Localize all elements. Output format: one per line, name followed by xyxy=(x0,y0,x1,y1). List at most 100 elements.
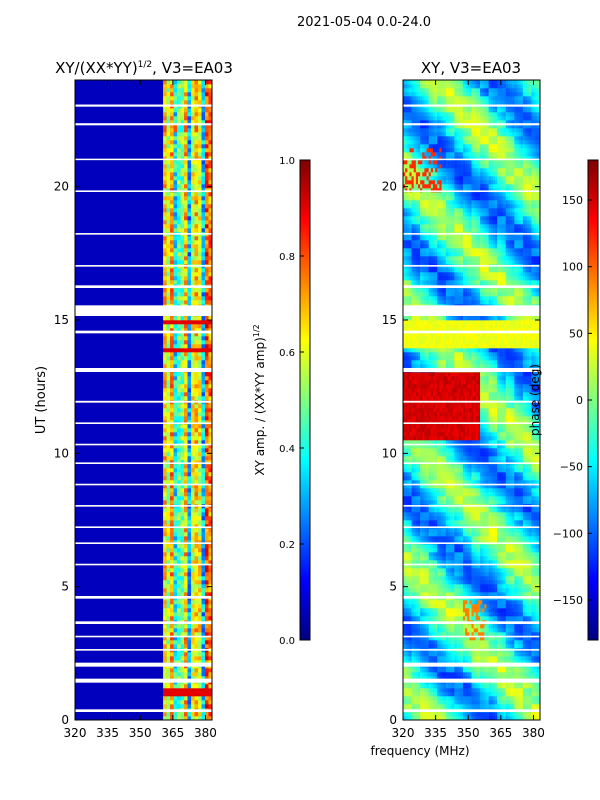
heatmap-cell xyxy=(205,416,209,421)
heatmap-cell xyxy=(194,112,199,117)
heatmap-cell xyxy=(490,600,494,605)
heatmap-cell xyxy=(533,640,537,645)
heatmap-cell xyxy=(514,612,517,617)
heatmap-cell xyxy=(420,700,423,705)
heatmap-cell xyxy=(184,700,188,705)
heatmap-cell xyxy=(191,100,195,105)
heatmap-cell xyxy=(166,436,171,441)
heatmap-cell xyxy=(437,584,440,589)
heatmap-cell xyxy=(471,716,474,721)
heatmap-cell xyxy=(432,672,436,677)
heatmap-cell xyxy=(439,652,442,657)
heatmap-cell xyxy=(531,568,534,573)
heatmap-cell xyxy=(405,572,408,577)
heatmap-cell xyxy=(415,624,419,629)
heatmap-cell xyxy=(173,136,178,141)
heatmap-cell xyxy=(205,484,209,489)
heatmap-cell xyxy=(184,356,188,361)
heatmap-cell xyxy=(488,592,492,597)
heatmap-cell xyxy=(420,604,423,609)
heatmap-cell xyxy=(187,456,192,461)
heatmap-cell xyxy=(527,672,530,677)
heatmap-cell xyxy=(452,600,455,605)
heatmap-cell xyxy=(430,568,434,573)
heatmap-cell xyxy=(208,92,213,97)
heatmap-cell xyxy=(516,644,519,649)
heatmap-cell xyxy=(205,540,209,545)
heatmap-cell xyxy=(477,612,481,617)
heatmap-cell xyxy=(180,384,185,389)
heatmap-cell xyxy=(191,420,195,425)
heatmap-cell xyxy=(447,608,451,613)
heatmap-cell xyxy=(426,652,429,657)
heatmap-cell xyxy=(187,84,192,89)
heatmap-cell xyxy=(170,352,174,357)
heatmap-cell xyxy=(462,616,466,621)
heatmap-cell xyxy=(180,412,185,417)
heatmap-cell xyxy=(426,564,429,569)
heatmap-cell xyxy=(501,668,504,673)
heatmap-cell xyxy=(533,704,537,709)
heatmap-cell xyxy=(456,684,459,689)
heatmap-cell xyxy=(177,688,181,693)
heatmap-cell xyxy=(166,604,171,609)
heatmap-cell xyxy=(512,692,515,697)
heatmap-cell xyxy=(488,580,492,585)
heatmap-cell xyxy=(180,328,185,333)
heatmap-cell xyxy=(187,604,192,609)
heatmap-cell xyxy=(537,652,541,657)
heatmap-cell xyxy=(208,300,213,305)
heatmap-cell xyxy=(445,672,449,677)
heatmap-cell xyxy=(482,600,485,605)
heatmap-cell xyxy=(163,340,167,345)
heatmap-cell xyxy=(403,628,406,633)
heatmap-cell xyxy=(450,624,453,629)
heatmap-cell xyxy=(163,404,167,409)
heatmap-cell xyxy=(467,712,470,717)
heatmap-cell xyxy=(482,692,485,697)
heatmap-cell xyxy=(166,388,171,393)
heatmap-cell xyxy=(471,616,474,621)
heatmap-cell xyxy=(184,108,188,113)
heatmap-cell xyxy=(205,92,209,97)
heatmap-cell xyxy=(170,668,174,673)
heatmap-cell xyxy=(170,412,174,417)
heatmap-cell xyxy=(531,572,534,577)
heatmap-cell xyxy=(191,244,195,249)
heatmap-cell xyxy=(477,600,481,605)
heatmap-cell xyxy=(488,584,492,589)
heatmap-cell xyxy=(205,500,209,505)
heatmap-cell xyxy=(173,516,178,521)
heatmap-cell xyxy=(426,628,429,633)
heatmap-cell xyxy=(170,408,174,413)
heatmap-cell xyxy=(441,572,444,577)
heatmap-cell xyxy=(510,572,513,577)
heatmap-cell xyxy=(201,700,206,705)
heatmap-cell xyxy=(486,604,489,609)
heatmap-cell xyxy=(486,616,489,621)
heatmap-cell xyxy=(462,600,466,605)
heatmap-cell xyxy=(413,640,417,645)
heatmap-cell xyxy=(208,344,213,349)
heatmap-cell xyxy=(445,616,449,621)
heatmap-cell xyxy=(166,80,171,85)
heatmap-cell xyxy=(173,300,178,305)
heatmap-cell xyxy=(447,572,451,577)
heatmap-cell xyxy=(407,712,410,717)
heatmap-cell xyxy=(439,660,442,665)
heatmap-cell xyxy=(480,684,483,689)
heatmap-cell xyxy=(495,580,498,585)
heatmap-cell xyxy=(417,568,421,573)
heatmap-cell xyxy=(445,696,449,701)
heatmap-cell xyxy=(198,476,202,481)
heatmap-cell xyxy=(533,600,537,605)
heatmap-cell xyxy=(420,560,423,565)
heatmap-cell xyxy=(201,244,206,249)
heatmap-cell xyxy=(173,176,178,181)
heatmap-cell xyxy=(201,624,206,629)
heatmap-cell xyxy=(435,684,438,689)
heatmap-cell xyxy=(411,672,415,677)
heatmap-cell xyxy=(417,700,421,705)
heatmap-cell xyxy=(173,396,178,401)
heatmap-cell xyxy=(170,532,174,537)
